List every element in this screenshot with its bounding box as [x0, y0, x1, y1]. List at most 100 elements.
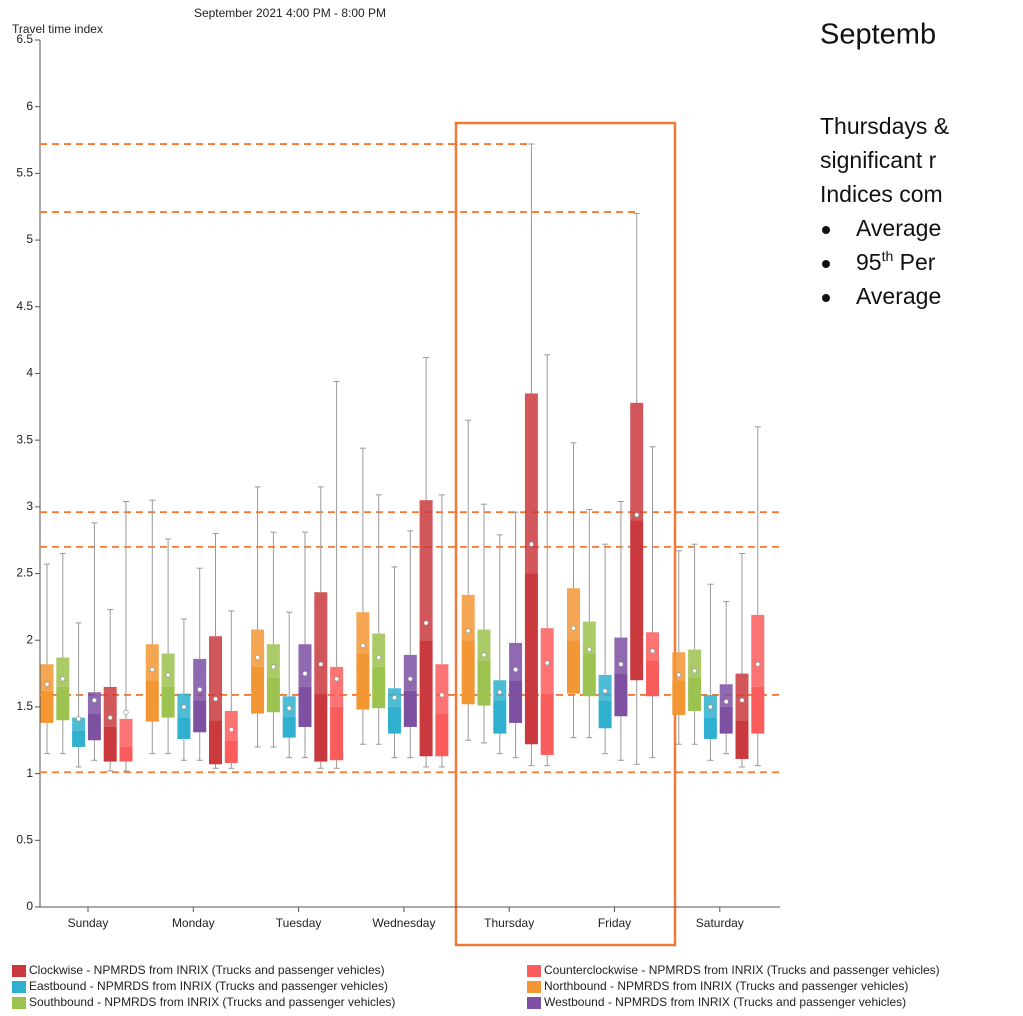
mean-dot [707, 704, 713, 710]
mean-dot [391, 695, 397, 701]
box-lower [435, 713, 449, 757]
legend-label: Clockwise - NPMRDS from INRIX (Trucks an… [29, 963, 385, 977]
y-tick-label: 2.5 [16, 566, 33, 580]
box-upper [688, 649, 702, 678]
box-lower [251, 666, 265, 714]
legend-label: Northbound - NPMRDS from INRIX (Trucks a… [544, 979, 908, 993]
legend-swatch [527, 981, 541, 993]
box-lower [419, 640, 433, 757]
mean-dot [181, 704, 187, 710]
mean-dot [570, 625, 576, 631]
mean-dot [123, 709, 129, 715]
mean-dot [228, 727, 234, 733]
box-lower [87, 713, 101, 741]
box-upper [193, 658, 207, 701]
mean-dot [76, 716, 82, 722]
box-upper [314, 592, 328, 694]
mean-dot [197, 687, 203, 693]
box-upper [372, 633, 386, 667]
box-upper [646, 632, 659, 661]
y-tick-label: 4 [26, 366, 33, 380]
mean-dot [586, 647, 592, 653]
legend-label: Westbound - NPMRDS from INRIX (Trucks an… [544, 995, 906, 1009]
box-upper [719, 684, 733, 707]
box-upper [330, 666, 344, 707]
mean-dot [649, 648, 655, 654]
box-lower [161, 686, 175, 718]
box-upper [582, 621, 596, 654]
x-tick-label: Wednesday [372, 916, 435, 930]
box-upper [477, 629, 491, 661]
legend-label: Counterclockwise - NPMRDS from INRIX (Tr… [544, 963, 940, 977]
y-axis-label: Travel time index [12, 22, 103, 36]
box-upper [209, 636, 222, 721]
bullet-sup: th [882, 248, 894, 264]
box-upper [87, 692, 101, 714]
box-lower [266, 677, 280, 713]
box-lower [103, 726, 117, 762]
box-upper [567, 588, 580, 641]
mean-dot [481, 652, 487, 658]
box-upper [751, 614, 765, 687]
bullet [822, 260, 830, 268]
box-upper [40, 664, 54, 691]
legend-swatch [527, 997, 541, 1009]
mean-dot [255, 655, 261, 661]
box-lower [630, 520, 644, 681]
box-upper [614, 637, 628, 674]
bullet-text: 95th Per [856, 248, 936, 275]
y-tick-label: 6.5 [16, 32, 33, 46]
box-upper [672, 652, 686, 681]
box-upper [524, 393, 538, 574]
legend-swatch [527, 965, 541, 977]
box-lower [193, 700, 207, 733]
box-lower [719, 706, 733, 734]
box-lower [388, 706, 401, 734]
box-lower [461, 640, 475, 705]
box-upper [403, 654, 417, 691]
box-lower [582, 653, 596, 697]
box-lower [330, 706, 344, 761]
y-tick-label: 5 [26, 232, 33, 246]
y-tick-label: 3 [26, 499, 33, 513]
box-lower [177, 717, 191, 739]
mean-dot [270, 664, 276, 670]
box-upper [630, 402, 644, 521]
x-tick-label: Saturday [696, 916, 744, 930]
box-lower [40, 690, 54, 723]
legend-label: Eastbound - NPMRDS from INRIX (Trucks an… [29, 979, 388, 993]
bullet-text: Average [856, 283, 941, 309]
mean-dot [334, 676, 340, 682]
y-tick-label: 6 [26, 99, 33, 113]
mean-dot [676, 672, 682, 678]
x-tick-label: Tuesday [276, 916, 322, 930]
box-lower [524, 573, 538, 745]
box-upper [119, 718, 133, 747]
y-tick-label: 2 [26, 632, 33, 646]
box-lower [509, 680, 523, 723]
mean-dot [376, 655, 382, 661]
box-lower [372, 666, 386, 709]
x-tick-label: Friday [598, 916, 631, 930]
box-upper [461, 594, 475, 641]
mean-dot [739, 697, 745, 703]
box-lower [72, 730, 86, 747]
y-tick-label: 1.5 [16, 699, 33, 713]
mean-dot [165, 672, 171, 678]
mean-dot [544, 660, 550, 666]
y-tick-label: 1 [26, 766, 33, 780]
box-upper [735, 673, 749, 721]
y-tick-label: 4.5 [16, 299, 33, 313]
mean-dot [634, 512, 640, 518]
box-lower [493, 700, 507, 734]
legend-label: Southbound - NPMRDS from INRIX (Trucks a… [29, 995, 395, 1009]
box-lower [540, 693, 554, 755]
y-tick-label: 5.5 [16, 166, 33, 180]
legend-swatch [12, 965, 26, 977]
box-lower [751, 686, 765, 734]
mean-dot [618, 661, 624, 667]
x-tick-label: Sunday [68, 916, 109, 930]
box-upper [224, 710, 238, 741]
mean-dot [755, 661, 761, 667]
